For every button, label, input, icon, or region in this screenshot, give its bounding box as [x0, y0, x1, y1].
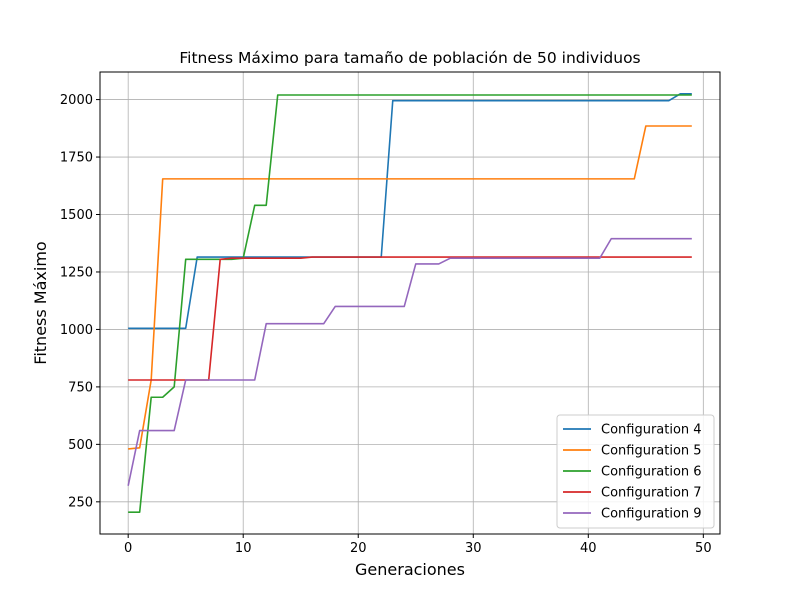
y-tick-label: 1500 [60, 208, 93, 223]
chart-title: Fitness Máximo para tamaño de población … [179, 49, 640, 67]
y-tick-label: 750 [68, 380, 93, 395]
series-line-4 [128, 256, 692, 381]
x-tick-label: 50 [695, 541, 712, 556]
axis-ticks: 0 10 20 30 40 50 250 500 750 1000 1250 1500 1750 2000 [60, 93, 712, 556]
x-tick-label: 30 [465, 541, 482, 556]
x-tick-label: 20 [350, 541, 367, 556]
x-tick-label: 10 [235, 541, 252, 556]
legend-label-5: Configuration 9 [601, 507, 702, 522]
x-tick-label: 0 [124, 541, 132, 556]
series-lines [127, 93, 692, 513]
x-axis-label: Generaciones [355, 560, 465, 579]
y-tick-label: 1250 [60, 265, 93, 280]
legend-label-4: Configuration 7 [601, 486, 702, 501]
plot-frame [99, 71, 721, 535]
y-tick-label: 1000 [60, 323, 93, 338]
legend-label-3: Configuration 6 [601, 465, 702, 480]
series-line-2 [128, 125, 692, 450]
y-axis-label: Fitness Máximo [31, 241, 50, 364]
y-tick-label: 250 [68, 495, 93, 510]
grid-lines [100, 72, 720, 534]
y-tick-label: 2000 [60, 93, 93, 108]
legend-box [556, 414, 715, 529]
legend: Configuration 4 Configuration 5 Configurat… [556, 414, 715, 529]
y-tick-label: 1750 [60, 151, 93, 166]
series-line-5 [127, 237, 692, 486]
x-tick-label: 40 [580, 541, 597, 556]
series-line-1 [128, 93, 692, 330]
y-tick-label: 500 [68, 438, 93, 453]
legend-label-1: Configuration 4 [601, 423, 702, 438]
legend-label-2: Configuration 5 [601, 444, 702, 459]
